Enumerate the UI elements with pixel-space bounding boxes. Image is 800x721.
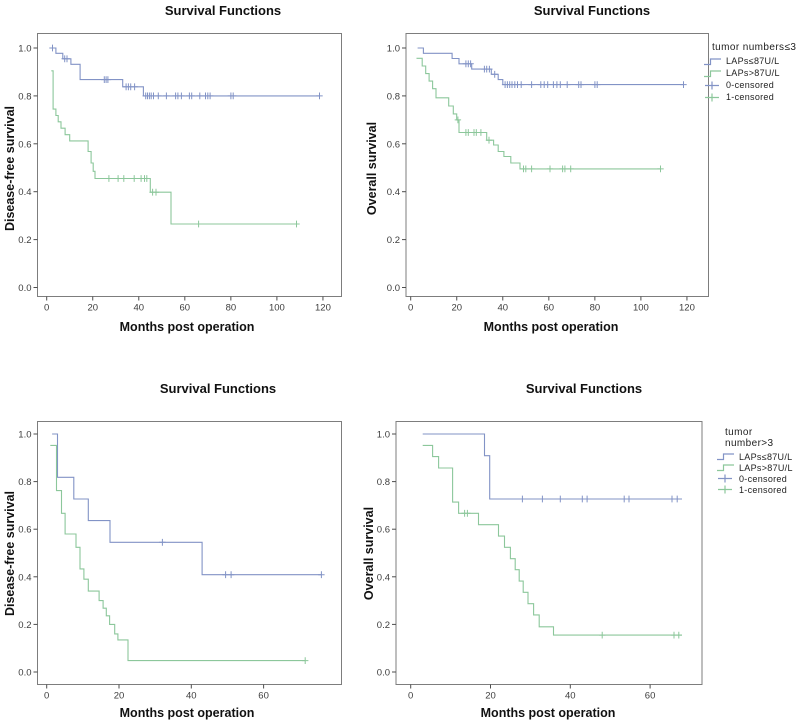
svg-text:40: 40 [133,303,144,314]
legend-item-laps-gt-87: LAPs>87U/L [716,462,800,473]
legend-item-label: LAPs≤87U/L [726,56,780,66]
svg-text:0.2: 0.2 [18,620,31,631]
chart-title-bottom-left: Survival Functions [159,381,277,396]
svg-text:120: 120 [315,303,331,314]
legend-top-title: tumor numbers≤3 [712,42,797,53]
svg-text:0.2: 0.2 [387,235,400,246]
chart-title-bottom-right: Survival Functions [525,381,643,396]
svg-text:20: 20 [451,303,462,314]
svg-text:0.8: 0.8 [18,91,31,102]
step-line-icon [704,69,721,77]
svg-text:60: 60 [645,691,656,702]
svg-text:0.4: 0.4 [18,572,31,583]
legend-item-0-censored: 0-censored [703,79,796,91]
svg-text:0.6: 0.6 [377,525,390,536]
svg-text:0: 0 [408,303,413,314]
legend-item-0-censored: 0-censored [716,473,800,484]
x-axis-label-top-left: Months post operation [119,320,255,334]
legend-item-label: LAPs≤87U/L [739,451,793,462]
svg-text:0.2: 0.2 [18,235,31,246]
svg-text:0.6: 0.6 [387,139,400,150]
legend-item-laps-le-87: LAPs≤87U/L [716,451,800,462]
svg-text:40: 40 [565,691,576,702]
x-axis-label-top-right: Months post operation [483,320,619,334]
censored-plus-icon [705,93,719,101]
legend-top: tumor numbers≤3 LAPs≤87U/L LAPs>87U/L 0-… [703,42,796,103]
svg-text:0.8: 0.8 [377,477,390,488]
svg-text:0.0: 0.0 [377,668,390,679]
x-axis-label-bottom-left: Months post operation [119,706,255,720]
svg-text:1.0: 1.0 [377,430,390,441]
svg-text:0.0: 0.0 [18,668,31,679]
svg-text:120: 120 [679,303,695,314]
svg-text:0: 0 [44,303,49,314]
legend-bottom-title: tumor number>3 [725,427,774,449]
svg-text:0.6: 0.6 [18,139,31,150]
legend-item-laps-le-87: LAPs≤87U/L [703,55,796,67]
legend-item-label: LAPs>87U/L [726,68,780,78]
step-line-icon [717,464,734,472]
svg-text:80: 80 [226,303,237,314]
svg-text:40: 40 [497,303,508,314]
svg-text:40: 40 [186,691,197,702]
svg-text:0: 0 [44,691,49,702]
svg-text:0.2: 0.2 [377,620,390,631]
svg-text:0.6: 0.6 [18,525,31,536]
censored-plus-icon [718,474,732,483]
legend-item-laps-gt-87: LAPs>87U/L [703,67,796,79]
chart-title-top-right: Survival Functions [533,3,651,18]
svg-text:60: 60 [544,303,555,314]
svg-text:60: 60 [180,303,191,314]
x-axis-label-bottom-right: Months post operation [480,706,616,720]
svg-text:0.0: 0.0 [18,283,31,294]
y-axis-label-bottom-left: Disease-free survival [3,490,17,617]
legend-item-label: LAPs>87U/L [739,462,793,473]
svg-text:100: 100 [269,303,285,314]
legend-item-label: 0-censored [726,80,775,90]
legend-item-label: 1-censored [726,92,775,102]
censored-plus-icon [705,81,719,89]
legend-item-label: 0-censored [739,473,788,484]
legend-item-1-censored: 1-censored [703,91,796,103]
svg-text:0: 0 [408,691,413,702]
y-axis-label-top-right: Overall survival [365,121,379,216]
svg-text:0.4: 0.4 [18,187,31,198]
legend-item-label: 1-censored [739,484,788,495]
step-line-icon [704,57,721,65]
svg-text:20: 20 [114,691,125,702]
legend-item-1-censored: 1-censored [716,484,800,495]
svg-text:0.4: 0.4 [387,187,400,198]
svg-text:1.0: 1.0 [387,44,400,55]
svg-text:60: 60 [258,691,269,702]
svg-text:0.8: 0.8 [387,91,400,102]
svg-text:1.0: 1.0 [18,430,31,441]
svg-text:0.0: 0.0 [387,283,400,294]
svg-text:20: 20 [87,303,98,314]
svg-text:0.4: 0.4 [377,572,390,583]
svg-text:1.0: 1.0 [18,44,31,55]
y-axis-label-bottom-right: Overall survival [362,506,376,601]
step-line-icon [717,453,734,461]
y-axis-label-top-left: Disease-free survival [3,105,17,232]
svg-text:100: 100 [633,303,649,314]
chart-title-top-left: Survival Functions [164,3,282,18]
censored-plus-icon [718,485,732,494]
svg-text:80: 80 [590,303,601,314]
legend-bottom: tumor number>3 LAPs≤87U/L LAPs>87U/L 0-c… [716,427,800,495]
svg-text:0.8: 0.8 [18,477,31,488]
svg-text:20: 20 [485,691,496,702]
